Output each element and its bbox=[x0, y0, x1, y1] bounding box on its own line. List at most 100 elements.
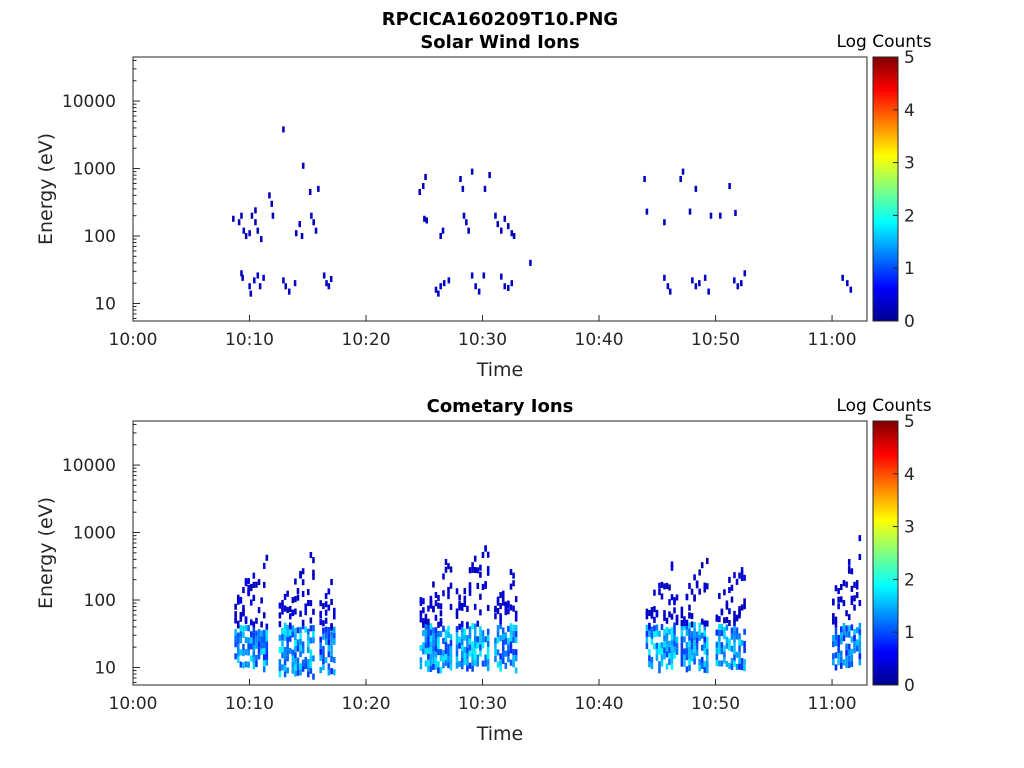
spectrogram-cell bbox=[449, 603, 453, 610]
spectrogram-cell bbox=[706, 667, 709, 674]
spectrogram-cell bbox=[330, 637, 333, 644]
spectrogram-cell bbox=[719, 212, 722, 219]
spectrogram-cell bbox=[660, 654, 664, 661]
spectrogram-cell bbox=[718, 660, 721, 667]
spectrogram-cell bbox=[738, 639, 741, 646]
spectrogram-cell bbox=[730, 596, 734, 603]
spectrogram-cell bbox=[330, 623, 333, 630]
spectrogram-cell bbox=[257, 635, 261, 642]
spectrogram-cell bbox=[286, 590, 289, 597]
spectrogram-cell bbox=[455, 644, 459, 651]
spectrogram-cell bbox=[312, 219, 315, 226]
spectrogram-cell bbox=[695, 649, 699, 656]
spectrogram-cell bbox=[240, 270, 243, 277]
spectrogram-cell bbox=[447, 586, 450, 593]
spectrogram-cell bbox=[658, 648, 661, 656]
spectrogram-cell bbox=[262, 629, 266, 636]
spectrogram-cell bbox=[685, 593, 689, 600]
spectrogram-cell bbox=[514, 630, 518, 638]
spectrogram-cell bbox=[466, 641, 469, 648]
spectrogram-cell bbox=[429, 602, 433, 609]
y-tick-label: 100 bbox=[84, 591, 116, 611]
spectrogram-cell bbox=[688, 628, 691, 635]
spectrogram-cell bbox=[447, 277, 451, 284]
spectrogram-cell bbox=[304, 626, 307, 633]
spectrogram-cell bbox=[439, 283, 442, 290]
spectrogram-cell bbox=[458, 623, 461, 630]
spectrogram-cell bbox=[703, 624, 707, 631]
spectrogram-cell bbox=[236, 598, 240, 605]
spectrogram-cell bbox=[439, 610, 443, 617]
spectrogram-cell bbox=[858, 553, 862, 561]
spectrogram-cell bbox=[512, 636, 515, 643]
spectrogram-cell bbox=[449, 658, 453, 665]
spectrogram-cell bbox=[666, 283, 670, 290]
spectrogram-cell bbox=[314, 227, 318, 234]
spectrogram-cell bbox=[441, 227, 445, 234]
spectrogram-cell bbox=[837, 640, 840, 648]
spectrogram-cell bbox=[685, 629, 689, 636]
spectrogram-cell bbox=[853, 604, 856, 611]
spectrogram-cell bbox=[728, 576, 731, 583]
spectrogram-cell bbox=[471, 665, 474, 672]
spectrogram-cell bbox=[265, 659, 269, 666]
spectrogram-cell bbox=[294, 658, 297, 665]
spectrogram-cell bbox=[254, 207, 257, 214]
spectrogram-cell bbox=[486, 640, 490, 647]
spectrogram-cell bbox=[239, 625, 243, 632]
spectrogram-cell bbox=[847, 558, 851, 566]
spectrogram-cell bbox=[463, 595, 467, 602]
spectrogram-cell bbox=[703, 274, 707, 281]
spectrogram-cell bbox=[698, 588, 701, 595]
spectrogram-cell bbox=[247, 661, 250, 668]
spectrogram-cell bbox=[691, 277, 694, 284]
spectrogram-cell bbox=[460, 621, 464, 628]
spectrogram-cell bbox=[439, 603, 443, 610]
spectrogram-cell bbox=[265, 641, 269, 648]
spectrogram-cell bbox=[307, 646, 310, 654]
spectrogram-cell bbox=[466, 635, 469, 642]
spectrogram-cell bbox=[486, 566, 490, 573]
spectrogram-cell bbox=[327, 626, 331, 634]
spectrogram-cell bbox=[437, 643, 440, 650]
spectrogram-cell bbox=[850, 568, 854, 575]
colorbar-tick-label: 5 bbox=[904, 412, 915, 432]
spectrogram-cell bbox=[720, 648, 724, 655]
spectrogram-cell bbox=[735, 627, 739, 634]
spectrogram-cell bbox=[725, 616, 729, 624]
spectrogram-cell bbox=[460, 632, 464, 639]
spectrogram-cell bbox=[504, 638, 508, 645]
spectrogram-cell bbox=[429, 635, 433, 642]
spectrogram-cell bbox=[262, 274, 265, 281]
spectrogram-cell bbox=[832, 635, 835, 642]
spectrogram-cell bbox=[845, 581, 848, 588]
spectrogram-cell bbox=[439, 649, 443, 656]
spectrogram-cell bbox=[234, 611, 237, 618]
spectrogram-cell bbox=[718, 623, 721, 630]
spectrogram-cell bbox=[257, 653, 261, 660]
spectrogram-cell bbox=[707, 288, 710, 295]
spectrogram-cell bbox=[447, 631, 450, 638]
spectrogram-cell bbox=[444, 558, 448, 566]
spectrogram-cell bbox=[673, 652, 676, 659]
spectrogram-cell bbox=[437, 290, 440, 297]
spectrogram-cell bbox=[670, 564, 674, 571]
spectrogram-cell bbox=[248, 283, 251, 290]
spectrogram-cell bbox=[252, 626, 256, 633]
spectrogram-cell bbox=[845, 610, 848, 617]
spectrogram-cell bbox=[265, 623, 269, 630]
spectrogram-cell bbox=[660, 593, 664, 600]
spectrogram-cell bbox=[509, 604, 513, 611]
spectrogram-cell bbox=[703, 648, 707, 655]
spectrogram-cell bbox=[439, 655, 443, 662]
colorbar-tick-label: 2 bbox=[904, 206, 915, 226]
spectrogram-cell bbox=[244, 624, 248, 631]
spectrogram-cell bbox=[249, 619, 253, 626]
spectrogram-cell bbox=[257, 607, 261, 614]
spectrogram-cell bbox=[466, 659, 469, 666]
spectrogram-cell bbox=[424, 618, 428, 625]
spectrogram-cell bbox=[650, 662, 654, 670]
spectrogram-cell bbox=[500, 227, 503, 234]
spectrogram-cell bbox=[286, 643, 289, 650]
spectrogram-cell bbox=[449, 640, 453, 647]
